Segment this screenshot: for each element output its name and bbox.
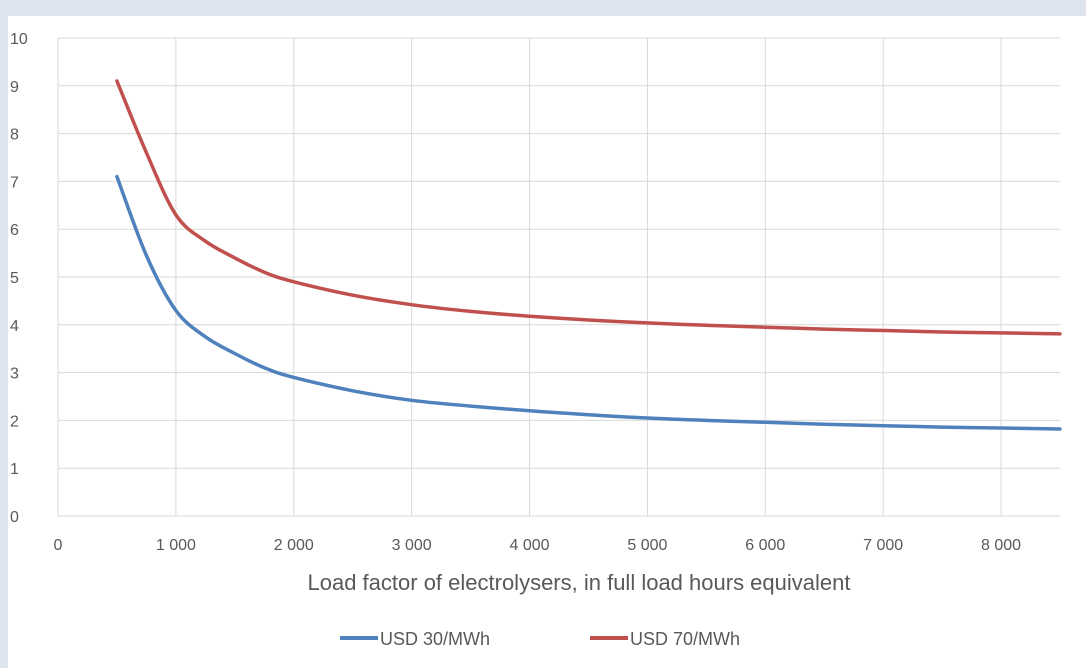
legend-label: USD 70/MWh	[630, 629, 740, 649]
y-axis-tick-labels: 0 1 2 3 4 5 6 7 8 9 10	[10, 31, 28, 526]
x-axis-title: Load factor of electrolysers, in full lo…	[308, 570, 851, 595]
y-tick-label: 5	[10, 270, 19, 287]
series-line-1	[115, 174, 1062, 431]
x-tick-label: 3 000	[392, 537, 432, 554]
x-tick-label: 1 000	[156, 537, 196, 554]
x-tick-label: 2 000	[274, 537, 314, 554]
x-tick-label: 8 000	[981, 537, 1021, 554]
y-tick-label: 9	[10, 79, 19, 96]
series-lines	[115, 79, 1062, 431]
y-tick-label: 3	[10, 366, 19, 383]
x-tick-label: 6 000	[745, 537, 785, 554]
y-tick-label: 8	[10, 127, 19, 144]
x-tick-label: 5 000	[627, 537, 667, 554]
x-tick-label: 7 000	[863, 537, 903, 554]
line-chart: 0 1 2 3 4 5 6 7 8 9 10 0 1 000 2 000 3 000 4 000 5 000 6…	[10, 31, 1062, 649]
x-tick-label: 0	[54, 537, 63, 554]
y-tick-label: 10	[10, 31, 28, 48]
x-tick-label: 4 000	[510, 537, 550, 554]
legend: USD 30/MWh USD 70/MWh	[340, 629, 740, 649]
series-line-2	[115, 79, 1062, 336]
x-axis-tick-labels: 0 1 000 2 000 3 000 4 000 5 000 6 000 7 000 8 00…	[54, 537, 1022, 554]
y-tick-label: 0	[10, 509, 19, 526]
y-tick-label: 4	[10, 318, 19, 335]
legend-label: USD 30/MWh	[380, 629, 490, 649]
chart-container: 0 1 2 3 4 5 6 7 8 9 10 0 1 000 2 000 3 000 4 000 5 000 6…	[8, 16, 1086, 668]
y-tick-label: 1	[10, 461, 19, 478]
y-tick-label: 2	[10, 413, 19, 430]
y-tick-label: 7	[10, 174, 19, 191]
gridlines	[57, 37, 1060, 517]
y-tick-label: 6	[10, 222, 19, 239]
